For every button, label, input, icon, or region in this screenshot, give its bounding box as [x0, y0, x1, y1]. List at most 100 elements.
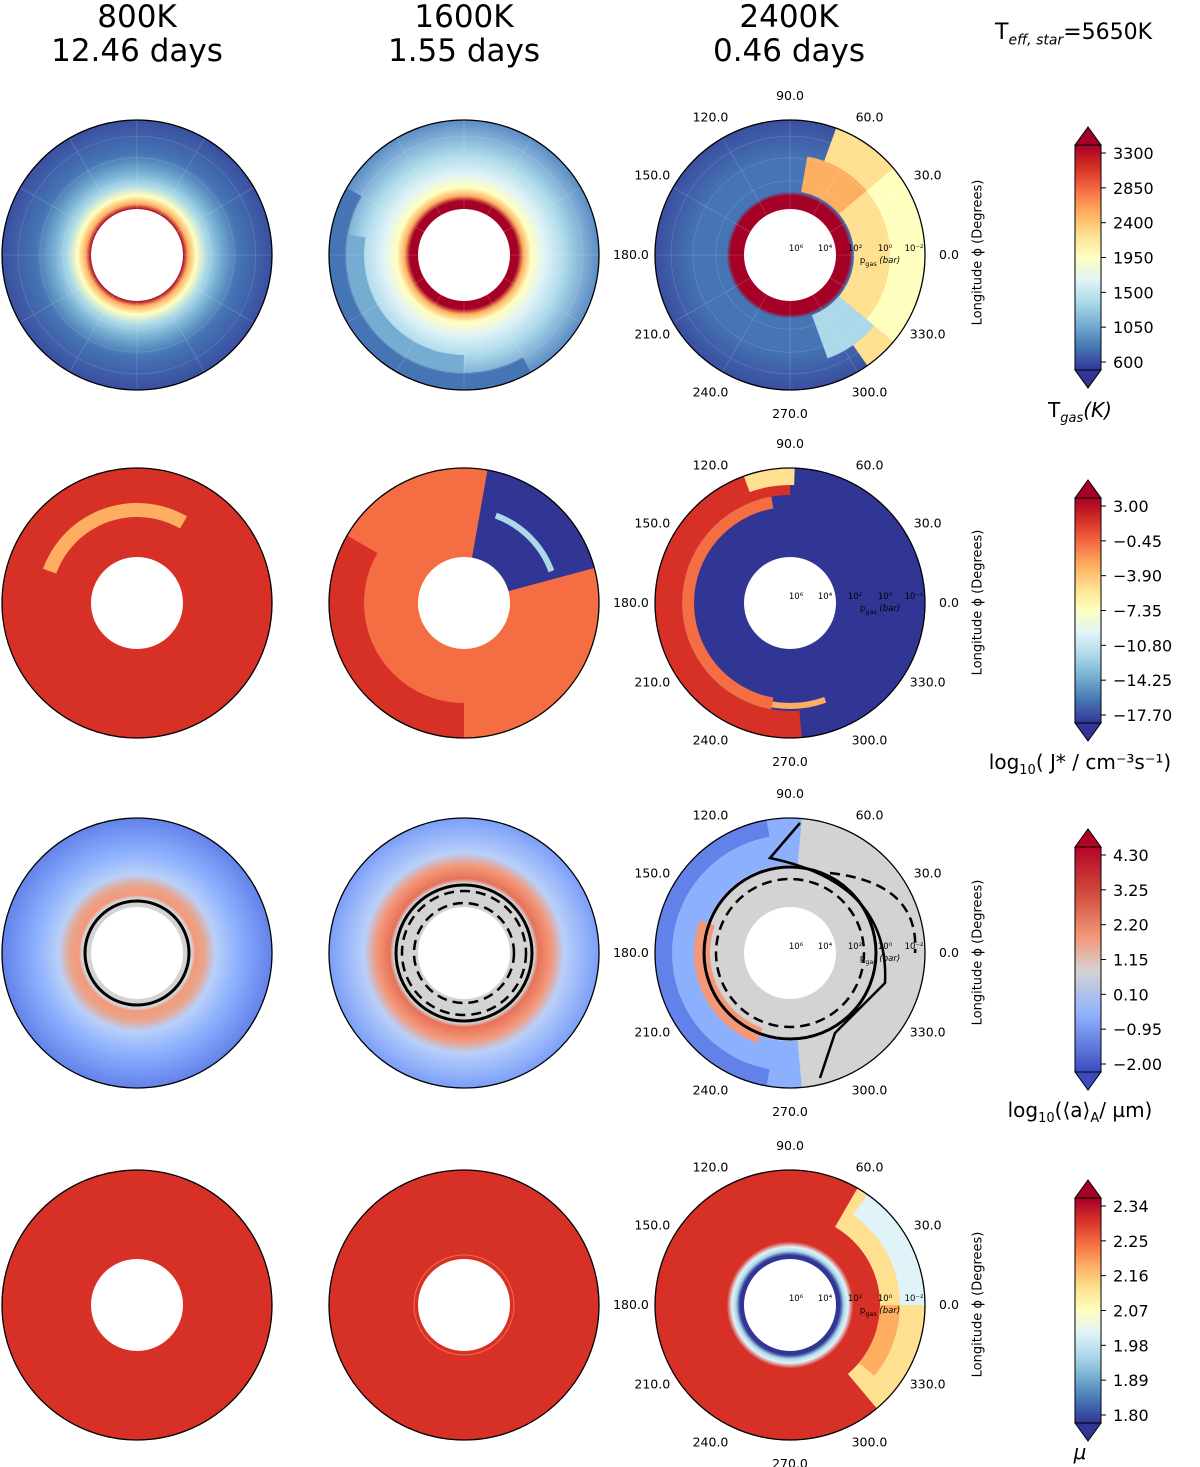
inner-hole [418, 907, 510, 999]
panel-border [328, 817, 600, 1089]
pressure-tick-label: 10⁶ [789, 592, 804, 602]
angle-tick-label: 60.0 [856, 1159, 884, 1174]
grid-circle [389, 180, 539, 330]
colorbar-0 [1074, 144, 1102, 371]
angle-tick-label: 150.0 [634, 866, 670, 881]
inner-hole [91, 557, 183, 649]
inner-hole [744, 907, 836, 999]
pressure-tick-label: 10² [848, 244, 862, 254]
star-temperature-label: Teff, star=5650K [995, 20, 1153, 49]
column-header-800K: 800K 12.46 days [7, 0, 267, 68]
colorbar-1 [1074, 497, 1102, 724]
colorbar-tick-label: 0.10 [1113, 985, 1149, 1004]
angle-tick-label: 180.0 [613, 595, 649, 610]
angle-tick-label: 60.0 [856, 457, 884, 472]
grid-line [812, 294, 858, 373]
grid-circle [17, 135, 257, 375]
angle-tick-label: 330.0 [910, 1025, 946, 1040]
temperature-dayside-hot [866, 168, 925, 342]
colorbar-cap-top [1074, 828, 1102, 848]
grid-line [812, 137, 858, 216]
grid-line [159, 294, 205, 373]
angle-tick-label: 0.0 [939, 595, 959, 610]
angle-tick-label: 270.0 [772, 1104, 808, 1119]
colorbar-tick-label: −2.00 [1113, 1055, 1162, 1074]
colorbar-tick-label: 2.16 [1113, 1267, 1149, 1286]
colorbar-cap-bottom [1074, 369, 1102, 389]
grid-line [829, 277, 908, 323]
pressure-tick-label: 10⁶ [789, 244, 804, 254]
angle-tick-label: 240.0 [693, 1435, 729, 1450]
colorbar-label-nucleation: log10( J* / cm⁻³s⁻¹) [988, 750, 1172, 778]
colorbar-tick-label: 2.20 [1113, 916, 1149, 935]
angle-tick-label: 210.0 [634, 675, 670, 690]
column-period: 0.46 days [712, 33, 866, 69]
colorbar-3 [1074, 1197, 1102, 1424]
angle-tick-label: 120.0 [693, 457, 729, 472]
colorbar-tick-label: 3.25 [1113, 881, 1149, 900]
nucleation-band [771, 696, 827, 710]
angle-tick-label: 90.0 [776, 1138, 804, 1153]
angle-tick-label: 120.0 [693, 1159, 729, 1174]
inner-hole [418, 557, 510, 649]
angle-tick-label: 210.0 [634, 1025, 670, 1040]
angle-tick-label: 30.0 [914, 1218, 942, 1233]
nucleation-band [681, 496, 774, 710]
angle-tick-label: 120.0 [693, 109, 729, 124]
angle-tick-label: 150.0 [634, 1218, 670, 1233]
angle-tick-label: 330.0 [910, 327, 946, 342]
colorbar-label-size: log10(⟨a⟩A/ µm) [1007, 1098, 1153, 1126]
colorbar-cap-bottom [1074, 1071, 1102, 1091]
grid-circle [39, 157, 235, 353]
nucleation-band [654, 468, 802, 739]
nucleation-band [43, 502, 188, 574]
colorbar-label-temperature: Tgas(K) [1048, 398, 1112, 426]
column-period: 1.55 days [387, 33, 541, 69]
size-contour-dashed [400, 889, 528, 1017]
colorbar-cap-top [1074, 479, 1102, 499]
pressure-tick-label: 10⁰ [878, 244, 893, 254]
angle-tick-label: 180.0 [613, 247, 649, 262]
colorbar-tick-label: 1050 [1113, 318, 1154, 337]
angle-tick-label: 210.0 [634, 327, 670, 342]
grid-line [486, 137, 532, 216]
grid-line [176, 277, 255, 323]
pressure-tick-label: 10⁶ [789, 1294, 804, 1304]
column-temp: 800K [97, 0, 177, 35]
pressure-tick-label: 10⁴ [818, 592, 833, 602]
size-contour-solid [394, 883, 534, 1023]
colorbar-tick-label: −10.80 [1113, 636, 1172, 655]
colorbar-tick-label: 2.07 [1113, 1302, 1149, 1321]
angle-tick-label: 330.0 [910, 1377, 946, 1392]
angle-tick-label: 300.0 [852, 1435, 888, 1450]
mu-dayside-low [853, 1194, 926, 1305]
colorbar-tick-label: 2850 [1113, 179, 1154, 198]
inner-hole [91, 1259, 183, 1351]
grid-line [19, 277, 98, 323]
inner-hole [418, 1259, 510, 1351]
size-contour-solid [83, 899, 191, 1007]
colorbar-tick-label: 1.89 [1113, 1371, 1149, 1390]
grid-line [722, 294, 768, 373]
column-header-1600K: 1600K 1.55 days [334, 0, 594, 68]
panel-border [1, 119, 273, 391]
colorbar-tick-label: 3300 [1113, 144, 1154, 163]
angle-tick-label: 270.0 [772, 754, 808, 769]
pressure-tick-label: 10⁰ [878, 592, 893, 602]
size-contour-dashed [412, 901, 516, 1005]
angle-tick-label: 270.0 [772, 406, 808, 421]
colorbar-tick-label: −0.45 [1113, 532, 1162, 551]
grid-line [722, 137, 768, 216]
colorbar-tick-label: −14.25 [1113, 671, 1172, 690]
pressure-axis-label: pgas (bar) [860, 256, 900, 268]
pressure-tick-label: 10² [848, 942, 862, 952]
pressure-axis-label: pgas (bar) [860, 1306, 900, 1318]
inner-hole [91, 209, 183, 301]
grid-circle [344, 135, 584, 375]
grid-line [486, 294, 532, 373]
grid-line [672, 277, 751, 323]
grid-line [159, 137, 205, 216]
panel-border [1, 1169, 273, 1441]
